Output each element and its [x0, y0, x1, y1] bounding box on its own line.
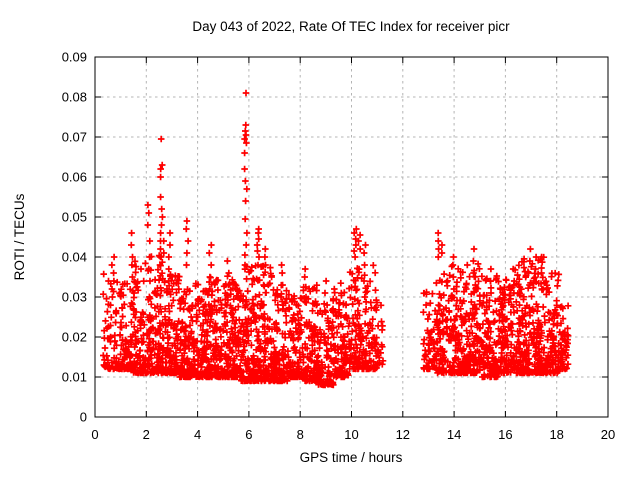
data-points-layer — [100, 89, 572, 389]
x-tick-label: 16 — [498, 427, 512, 442]
y-tick-label: 0.09 — [62, 50, 87, 65]
chart-title: Day 043 of 2022, Rate Of TEC Index for r… — [192, 19, 510, 34]
y-tick-label: 0.03 — [62, 290, 87, 305]
y-tick-label: 0.07 — [62, 130, 87, 145]
x-axis-label: GPS time / hours — [300, 450, 403, 465]
x-tick-label: 10 — [344, 427, 358, 442]
x-tick-label: 20 — [601, 427, 615, 442]
y-tick-label: 0.05 — [62, 210, 87, 225]
y-tick-label: 0.04 — [62, 250, 87, 265]
x-tick-label: 2 — [143, 427, 150, 442]
y-tick-label: 0.01 — [62, 370, 87, 385]
x-tick-label: 18 — [549, 427, 563, 442]
y-tick-label: 0.08 — [62, 90, 87, 105]
x-tick-label: 14 — [447, 427, 461, 442]
x-tick-label: 4 — [194, 427, 201, 442]
y-axis-label: ROTI / TECUs — [12, 193, 27, 280]
plot-frame — [94, 56, 609, 418]
data-points — [100, 89, 572, 389]
y-tick-label: 0.06 — [62, 170, 87, 185]
y-tick-label: 0.02 — [62, 330, 87, 345]
x-tick-label: 6 — [245, 427, 252, 442]
tick-labels: 0 2 4 6 8 10 12 14 16 18 20 0 0.01 0.02 0.03 0.04 0.05 0.… — [62, 50, 616, 443]
x-tick-label: 12 — [396, 427, 410, 442]
y-tick-label: 0 — [80, 410, 87, 425]
x-tick-label: 8 — [297, 427, 304, 442]
x-tick-label: 0 — [91, 427, 98, 442]
